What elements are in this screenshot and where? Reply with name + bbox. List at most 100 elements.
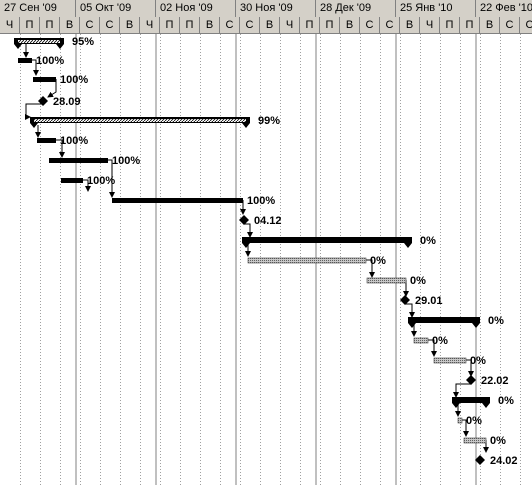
day-header: П — [460, 17, 480, 33]
task-label[interactable]: 100% — [36, 55, 64, 67]
task-label[interactable]: 95% — [72, 36, 94, 48]
task-bar[interactable] — [49, 158, 108, 163]
milestone-diamond[interactable] — [38, 96, 48, 106]
task-label[interactable]: 100% — [87, 175, 115, 187]
task-bar[interactable] — [463, 437, 487, 444]
summary-end-cap[interactable] — [242, 123, 250, 128]
dependency-arrow — [83, 179, 91, 192]
task-label[interactable]: 0% — [410, 275, 426, 287]
task-label[interactable]: 100% — [247, 195, 275, 207]
milestone-label[interactable]: 24.02 — [490, 455, 518, 467]
milestone-diamond[interactable] — [239, 215, 249, 225]
day-header: С — [240, 17, 260, 33]
task-bar[interactable] — [33, 77, 56, 82]
dependency-arrow — [453, 383, 471, 398]
day-header: В — [60, 17, 80, 33]
day-header: Ч — [420, 17, 440, 33]
summary-end-cap[interactable] — [404, 243, 412, 248]
dependency-arrow — [405, 303, 415, 318]
dependency-arrow — [32, 59, 39, 76]
day-header: В — [340, 17, 360, 33]
week-header: 28 Дек '09 — [316, 0, 396, 17]
milestone-label[interactable]: 28.09 — [53, 96, 81, 108]
day-header: В — [260, 17, 280, 33]
milestone-label[interactable]: 29.01 — [415, 295, 443, 307]
day-header: С — [380, 17, 400, 33]
task-bars[interactable]: 95% 100% 100% 28.09 99% 100% 100% 100% 100% 04.12… — [14, 36, 518, 467]
summary-start-cap[interactable] — [14, 44, 22, 49]
week-header: 02 Ноя '09 — [156, 0, 236, 17]
task-label[interactable]: 0% — [432, 335, 448, 347]
task-label[interactable]: 0% — [498, 395, 514, 407]
summary-start-cap[interactable] — [242, 243, 250, 248]
gantt-bars-area[interactable]: 95% 100% 100% 28.09 99% 100% 100% 100% 100% 04.12… — [0, 34, 532, 485]
task-label[interactable]: 100% — [60, 135, 88, 147]
day-header: П — [160, 17, 180, 33]
summary-bar[interactable] — [408, 317, 480, 323]
task-label[interactable]: 0% — [488, 315, 504, 327]
dependency-arrow — [428, 339, 437, 357]
day-header: П — [440, 17, 460, 33]
week-header: 27 Сен '09 — [0, 0, 76, 17]
task-bar[interactable] — [413, 337, 429, 344]
dependency-arrow — [108, 159, 115, 198]
day-header: В — [480, 17, 500, 33]
summary-start-cap[interactable] — [408, 323, 416, 328]
timescale-major: 27 Сен '09 05 Окт '09 02 Ноя '09 30 Ноя … — [0, 0, 532, 18]
day-header: Ч — [280, 17, 300, 33]
dependency-arrow — [244, 223, 253, 238]
task-label[interactable]: 0% — [420, 235, 436, 247]
task-label[interactable]: 0% — [470, 355, 486, 367]
timescale-minor: ЧППВССВЧППВССВЧППВССВЧППВСС — [0, 17, 532, 34]
task-bar[interactable] — [37, 138, 56, 143]
summary-end-cap[interactable] — [482, 403, 490, 408]
gridlines — [20, 34, 521, 485]
task-bar[interactable] — [247, 257, 367, 264]
day-header: Ч — [140, 17, 160, 33]
summary-bar[interactable] — [452, 397, 490, 403]
summary-start-cap[interactable] — [452, 403, 460, 408]
day-header: С — [100, 17, 120, 33]
week-header: 05 Окт '09 — [76, 0, 156, 17]
dependency-arrow — [366, 259, 375, 278]
task-bar[interactable] — [366, 277, 407, 284]
dependency-arrow — [47, 79, 57, 98]
milestone-diamond[interactable] — [400, 295, 410, 305]
task-bar[interactable] — [61, 178, 83, 183]
day-header: П — [20, 17, 40, 33]
summary-end-cap[interactable] — [56, 44, 64, 49]
task-bar[interactable] — [457, 417, 463, 424]
summary-start-cap[interactable] — [30, 123, 38, 128]
task-bar[interactable] — [18, 58, 32, 63]
task-label[interactable]: 99% — [258, 115, 280, 127]
milestone-label[interactable]: 22.02 — [481, 375, 509, 387]
week-header: 22 Фев '10 — [480, 2, 532, 14]
milestone-diamond[interactable] — [475, 455, 485, 465]
task-label[interactable]: 0% — [490, 435, 506, 447]
task-label[interactable]: 100% — [112, 155, 140, 167]
day-header: П — [40, 17, 60, 33]
day-header: С — [80, 17, 100, 33]
milestone-label[interactable]: 04.12 — [254, 215, 282, 227]
task-label[interactable]: 0% — [466, 415, 482, 427]
day-header: П — [300, 17, 320, 33]
dependency-arrow — [466, 359, 474, 377]
day-header: С — [520, 17, 532, 33]
task-bar[interactable] — [433, 357, 467, 364]
dependency-arrow — [25, 103, 43, 120]
task-label[interactable]: 100% — [60, 74, 88, 86]
week-header: 25 Янв '10 — [396, 0, 476, 17]
day-header: С — [360, 17, 380, 33]
task-bar[interactable] — [112, 198, 243, 203]
summary-progress[interactable] — [18, 40, 60, 43]
summary-end-cap[interactable] — [472, 323, 480, 328]
dependency-arrow — [462, 419, 469, 437]
summary-bar[interactable] — [242, 237, 412, 243]
day-header: Ч — [0, 17, 20, 33]
summary-progress[interactable] — [34, 119, 246, 122]
task-label[interactable]: 0% — [370, 255, 386, 267]
day-header: П — [180, 17, 200, 33]
day-header: В — [200, 17, 220, 33]
milestone-diamond[interactable] — [466, 375, 476, 385]
